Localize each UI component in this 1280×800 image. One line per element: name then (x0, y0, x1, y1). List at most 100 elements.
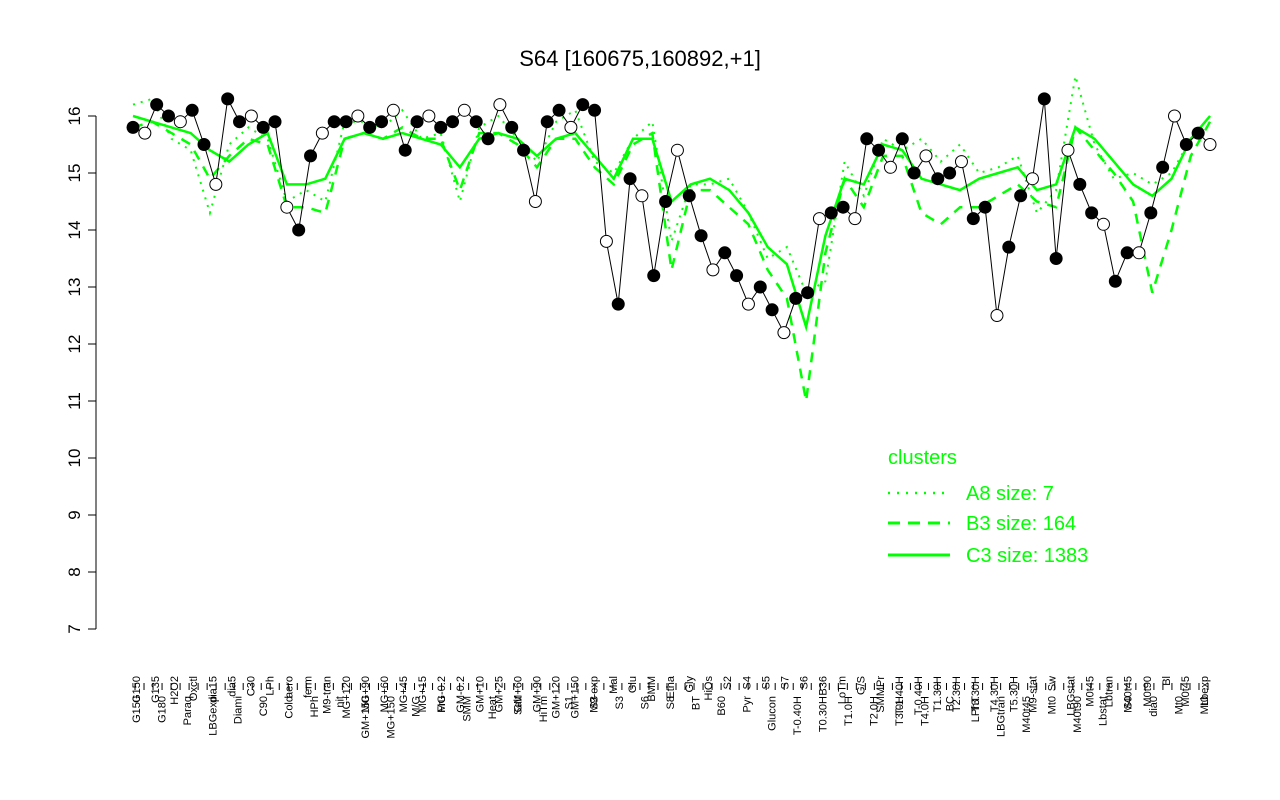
legend-c3-label: C3 size: 1383 (966, 545, 1088, 567)
x-tick-label-top: MG-0.2 (436, 676, 448, 713)
y-tick-label: 8 (65, 567, 84, 576)
data-point (694, 229, 708, 243)
x-tick-label-top: M0t45 (1085, 676, 1097, 707)
data-point (434, 120, 448, 134)
x-tick-label-bottom: S6 (640, 696, 652, 709)
data-point (978, 200, 992, 214)
data-point (1096, 217, 1110, 231)
x-tick-label-bottom: Cold (284, 696, 296, 719)
x-tick-label-bottom: BC (945, 696, 957, 711)
data-point (481, 132, 495, 146)
x-tick-label-bottom: G180 (156, 696, 168, 723)
x-tick-label-bottom: T0.30H (818, 696, 830, 732)
data-point (872, 143, 886, 157)
legend-title: clusters (888, 447, 957, 469)
x-tick-label-bottom: M/G (411, 696, 423, 717)
x-tick-label-top: Glu (627, 676, 639, 693)
x-tick-label-bottom: nit (334, 696, 346, 708)
data-point (1132, 246, 1146, 260)
x-tick-label-top: T-0.40H (913, 676, 925, 715)
x-tick-label-top: GM+10 (474, 676, 486, 712)
data-point (659, 195, 673, 208)
data-point (126, 120, 140, 134)
x-tick-label-top: Lbexp (1199, 676, 1211, 706)
data-point (1085, 206, 1099, 220)
data-point (552, 103, 566, 117)
data-point (635, 189, 649, 203)
data-point (351, 109, 365, 123)
x-tick-label-top: GM+150 (570, 676, 582, 719)
x-tick-label-top: C30 (245, 676, 257, 696)
data-point (883, 160, 897, 174)
legend-b3-label: B3 size: 164 (966, 513, 1076, 535)
data-point (588, 103, 602, 117)
data-point (1120, 246, 1134, 260)
x-tick-label-top: Etha (665, 675, 677, 699)
data-point (517, 143, 531, 157)
data-point (162, 109, 176, 123)
data-point (753, 280, 767, 294)
x-tick-label-bottom: S3 (614, 696, 626, 709)
data-point (1191, 126, 1205, 140)
data-point (1061, 143, 1075, 157)
x-tick-label-top: T2.30H (951, 676, 963, 712)
data-point (718, 246, 732, 260)
data-point (647, 269, 661, 283)
data-point (280, 200, 294, 214)
x-tick-label-top: S7 (779, 676, 791, 689)
data-point (173, 115, 187, 129)
data-points (126, 92, 1217, 340)
x-tick-label-bottom: Lbstat (1097, 696, 1109, 726)
data-point (848, 212, 862, 226)
data-point (966, 212, 980, 226)
data-point (185, 103, 199, 117)
x-tick-label-bottom: Salt (512, 696, 524, 715)
data-point (209, 177, 223, 191)
x-tick-label-top: M0t90 (1142, 676, 1154, 707)
x-tick-label-top: T-1.40H (894, 676, 906, 715)
x-tick-label-top: MG+90 (360, 676, 372, 712)
points-connector (132, 97, 1211, 334)
x-tick-label-top: Lbtran (1104, 676, 1116, 707)
x-tick-label-top: MG+45 (398, 676, 410, 712)
data-point (1025, 172, 1039, 186)
data-point (907, 166, 921, 180)
x-tick-label-top: aero (284, 676, 296, 698)
data-point (824, 206, 838, 220)
data-point (315, 126, 329, 140)
data-point (1049, 252, 1063, 265)
x-tick-label-bottom: M40t45 (1021, 696, 1033, 733)
x-tick-label-bottom: HiTm (538, 696, 550, 722)
x-tick-label-top: Gly (684, 676, 696, 693)
x-tick-label-bottom: dia0 (1148, 696, 1160, 717)
x-tick-label-top: ferm (303, 676, 315, 698)
data-point (422, 109, 436, 123)
x-tick-label-top: BMM (646, 676, 658, 702)
data-point (564, 120, 578, 134)
chart-title: S64 [160675,160892,+1] (519, 46, 761, 71)
x-tick-label-bottom: M40t90 (1072, 696, 1084, 733)
data-point (943, 166, 957, 180)
y-tick-label: 10 (65, 449, 84, 468)
series-lines (132, 75, 1212, 402)
data-point (1037, 92, 1051, 106)
data-point (812, 212, 826, 226)
data-point (919, 149, 933, 163)
x-tick-label-bottom: Glucon (767, 696, 779, 731)
x-tick-label-top: M9-tran (322, 676, 334, 714)
data-point (233, 115, 247, 129)
x-tick-label-top: Bl (1161, 676, 1173, 686)
x-tick-label-top: GM-0.2 (455, 676, 467, 713)
x-tick-label-top: MG+15 (417, 676, 429, 712)
x-tick-label-top: dia5 (226, 676, 238, 697)
x-tick-label-bottom: LBGexp (207, 696, 219, 736)
data-point (268, 115, 282, 129)
x-tick-label-top: S6 (799, 676, 811, 689)
x-tick-label-bottom: T4.0H (919, 696, 931, 726)
series-line-1 (132, 120, 1212, 402)
data-point (670, 143, 684, 157)
y-tick-label: 15 (65, 164, 84, 183)
x-tick-label-bottom: SMM (462, 696, 474, 722)
data-point (801, 286, 815, 300)
x-tick-label-bottom: T1.0H (843, 696, 855, 726)
